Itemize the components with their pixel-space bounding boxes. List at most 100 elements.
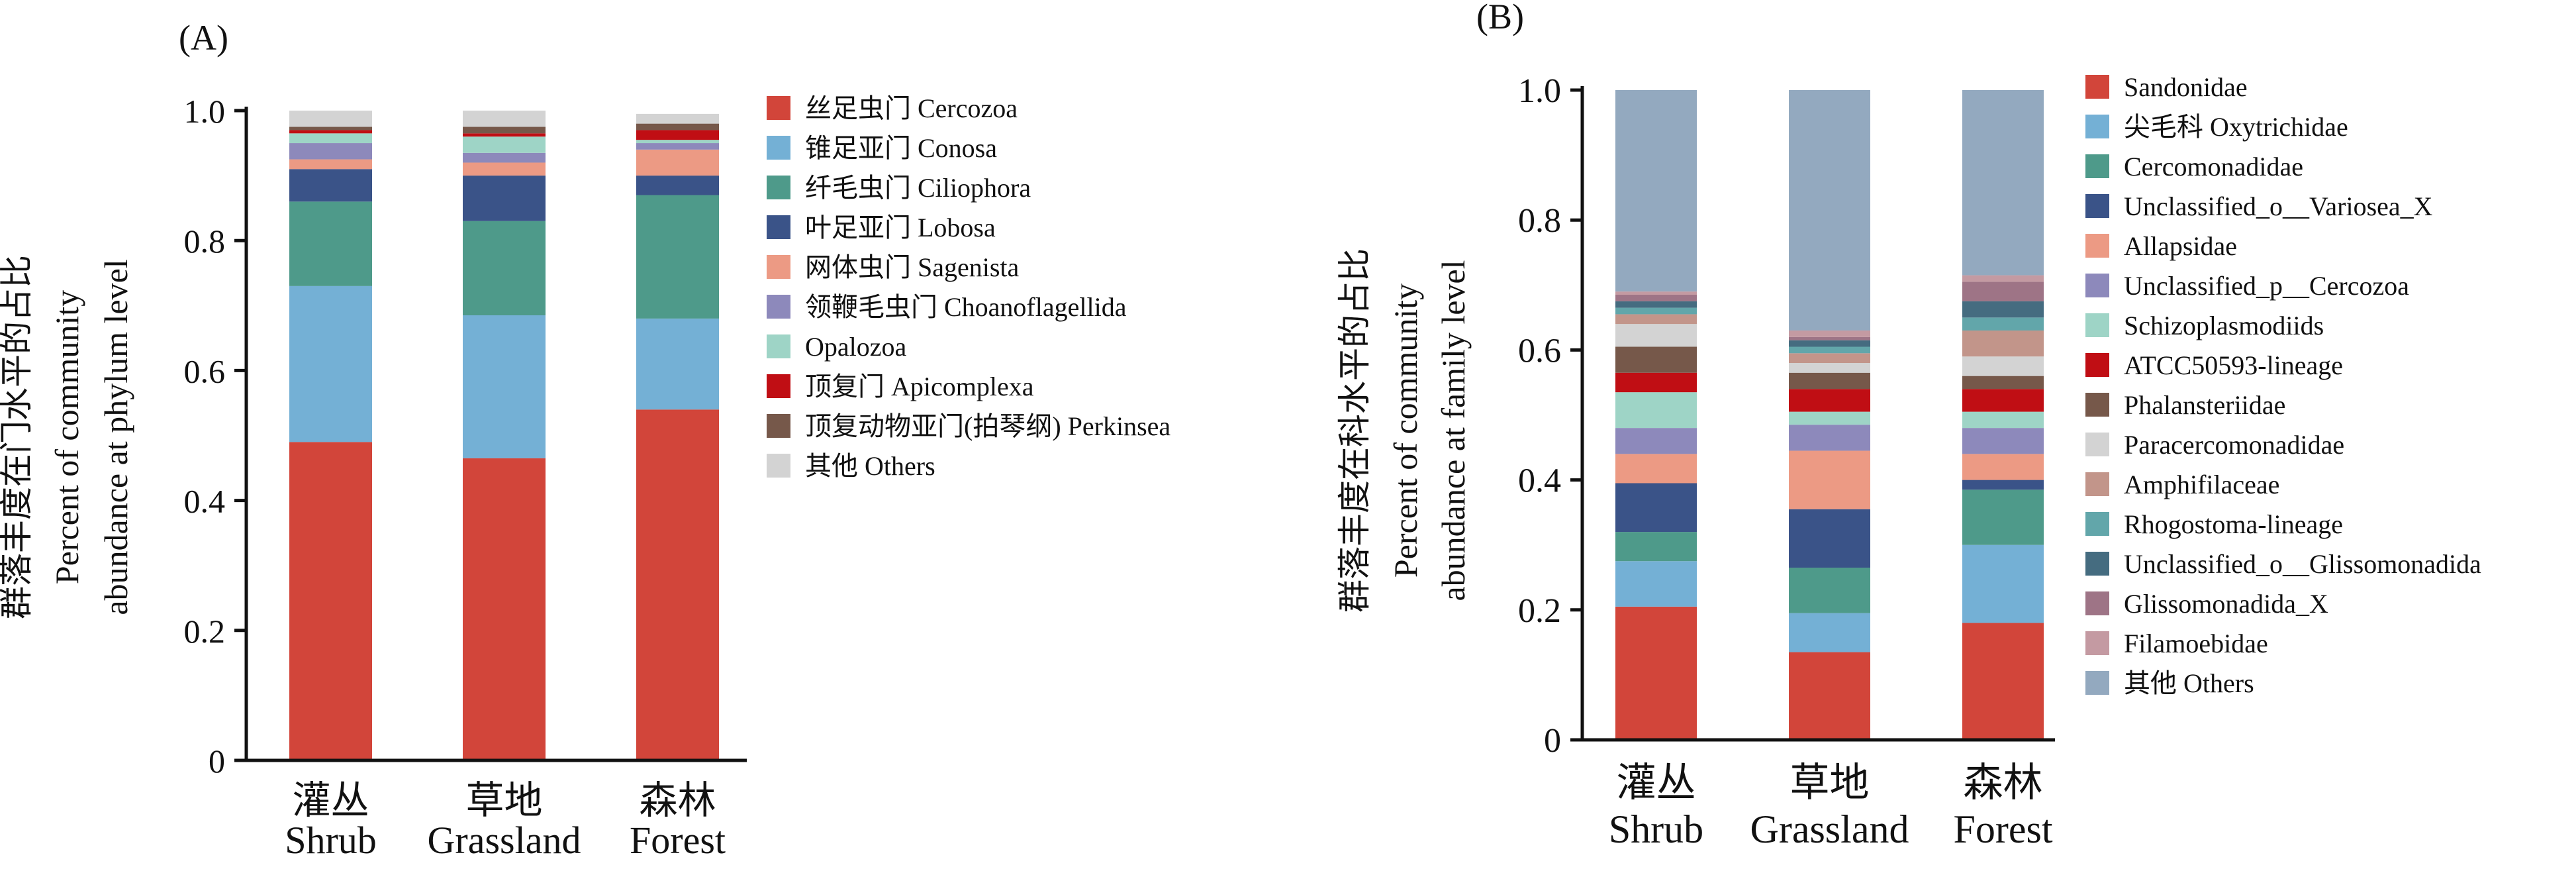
legend-swatch — [2085, 671, 2109, 695]
legend-label: Phalansteriidae — [2124, 390, 2285, 420]
bar-segment — [1962, 454, 2044, 480]
bar-segment — [1962, 330, 2044, 357]
bar-segment — [463, 152, 546, 163]
bar-segment — [1962, 623, 2044, 740]
bar-segment — [1789, 336, 1870, 340]
legend-label: Unclassified_p__Cercozoa — [2124, 271, 2409, 301]
legend-swatch — [767, 414, 790, 438]
legend-swatch — [767, 136, 790, 160]
bar-segment — [1789, 389, 1870, 412]
legend-label: Opalozoa — [805, 332, 907, 362]
bar-segment — [289, 143, 372, 160]
bar-segment — [1962, 428, 2044, 454]
legend-label: Filamoebidae — [2124, 629, 2268, 658]
y-axis-label-en-1: Percent of community — [1387, 283, 1424, 578]
legend-label: 领鞭毛虫门 Choanoflagellida — [805, 292, 1127, 322]
bar-segment — [1789, 340, 1870, 347]
bar-segment — [1789, 425, 1870, 451]
y-axis-label-cn: 群落丰度在科水平的占比 — [1336, 248, 1373, 613]
y-tick-label: 0.2 — [184, 613, 226, 650]
bar-segment — [1789, 411, 1870, 425]
bar-segment — [1962, 376, 2044, 389]
bar-segment — [1615, 483, 1697, 533]
x-tick-label-en: Grassland — [428, 819, 581, 862]
bar-segment — [1962, 480, 2044, 490]
legend-label: 尖毛科 Oxytrichidae — [2124, 112, 2348, 142]
bar-segment — [1789, 330, 1870, 337]
legend-label: 锥足亚门 Conosa — [805, 133, 997, 163]
bar-segment — [1789, 652, 1870, 740]
bar-segment — [1962, 282, 2044, 301]
bar-segment — [463, 162, 546, 176]
bar-segment — [289, 127, 372, 130]
y-axis-label-en-2: abundance at phylum level — [97, 259, 134, 615]
legend-swatch — [767, 176, 790, 199]
bar-segment — [463, 133, 546, 137]
legend-swatch — [2085, 234, 2109, 258]
x-tick-label-cn: 灌丛 — [1617, 761, 1696, 805]
legend-label: ATCC50593-lineage — [2124, 350, 2343, 380]
legend-label: Unclassified_o__Variosea_X — [2124, 191, 2433, 221]
legend-swatch — [2085, 433, 2109, 456]
bar-segment — [463, 176, 546, 221]
legend-swatch — [2085, 472, 2109, 496]
legend-swatch — [2085, 552, 2109, 576]
bar-segment — [289, 285, 372, 442]
legend-label: 纤毛虫门 Ciliophora — [805, 173, 1031, 203]
legend-swatch — [2085, 115, 2109, 138]
bar-segment — [289, 169, 372, 202]
legend-label: Amphifilaceae — [2124, 470, 2279, 499]
bar-segment — [1962, 489, 2044, 545]
bar-segment — [636, 143, 719, 150]
bar-segment — [1962, 317, 2044, 331]
bar-segment — [636, 409, 719, 760]
bar-segment — [1615, 291, 1697, 295]
legend-label: Schizoplasmodiids — [2124, 311, 2324, 340]
legend-swatch — [2085, 274, 2109, 297]
bar-segment — [1962, 356, 2044, 376]
panel-label: (B) — [1476, 0, 1524, 36]
bar-segment — [1615, 428, 1697, 454]
bar-segment — [463, 315, 546, 458]
y-tick-label: 0.4 — [184, 483, 226, 520]
y-tick-label: 0.4 — [1518, 462, 1561, 500]
y-axis-label-en-1: Percent of community — [48, 290, 85, 584]
legend-swatch — [2085, 393, 2109, 417]
legend-label: 其他 Others — [805, 451, 935, 481]
bar-segment — [1789, 450, 1870, 509]
bar-segment — [1789, 353, 1870, 364]
legend-label: 网体虫门 Sagenista — [805, 252, 1020, 282]
legend-label: Unclassified_o__Glissomonadida — [2124, 549, 2481, 579]
y-tick-label: 1.0 — [1518, 72, 1561, 110]
legend-label: 顶复门 Apicomplexa — [805, 372, 1034, 401]
bar-segment — [636, 140, 719, 144]
bar-segment — [636, 123, 719, 130]
x-tick-label-en: Shrub — [285, 819, 377, 862]
legend-swatch — [2085, 154, 2109, 178]
legend-label: Glissomonadida_X — [2124, 589, 2328, 619]
bar-segment — [1615, 606, 1697, 740]
legend-label: Cercomonadidae — [2124, 152, 2303, 181]
legend-swatch — [767, 454, 790, 478]
bar-segment — [1962, 544, 2044, 623]
legend-swatch — [2085, 512, 2109, 536]
x-tick-label-en: Grassland — [1750, 807, 1909, 851]
bar-segment — [1789, 509, 1870, 568]
bar-segment — [289, 201, 372, 286]
legend-swatch — [2085, 75, 2109, 99]
x-tick-label-cn: 森林 — [1964, 761, 2043, 805]
legend-swatch — [767, 295, 790, 319]
legend-swatch — [2085, 353, 2109, 377]
bar-segment — [1615, 324, 1697, 347]
legend-swatch — [767, 96, 790, 120]
legend-label: 其他 Others — [2124, 668, 2254, 698]
legend-label: 丝足虫门 Cercozoa — [805, 93, 1018, 123]
x-tick-label-en: Forest — [630, 819, 726, 862]
x-tick-label-cn: 灌丛 — [292, 779, 369, 822]
bar-segment — [1615, 314, 1697, 325]
bar-segment — [1615, 90, 1697, 292]
bar-segment — [1962, 90, 2044, 276]
